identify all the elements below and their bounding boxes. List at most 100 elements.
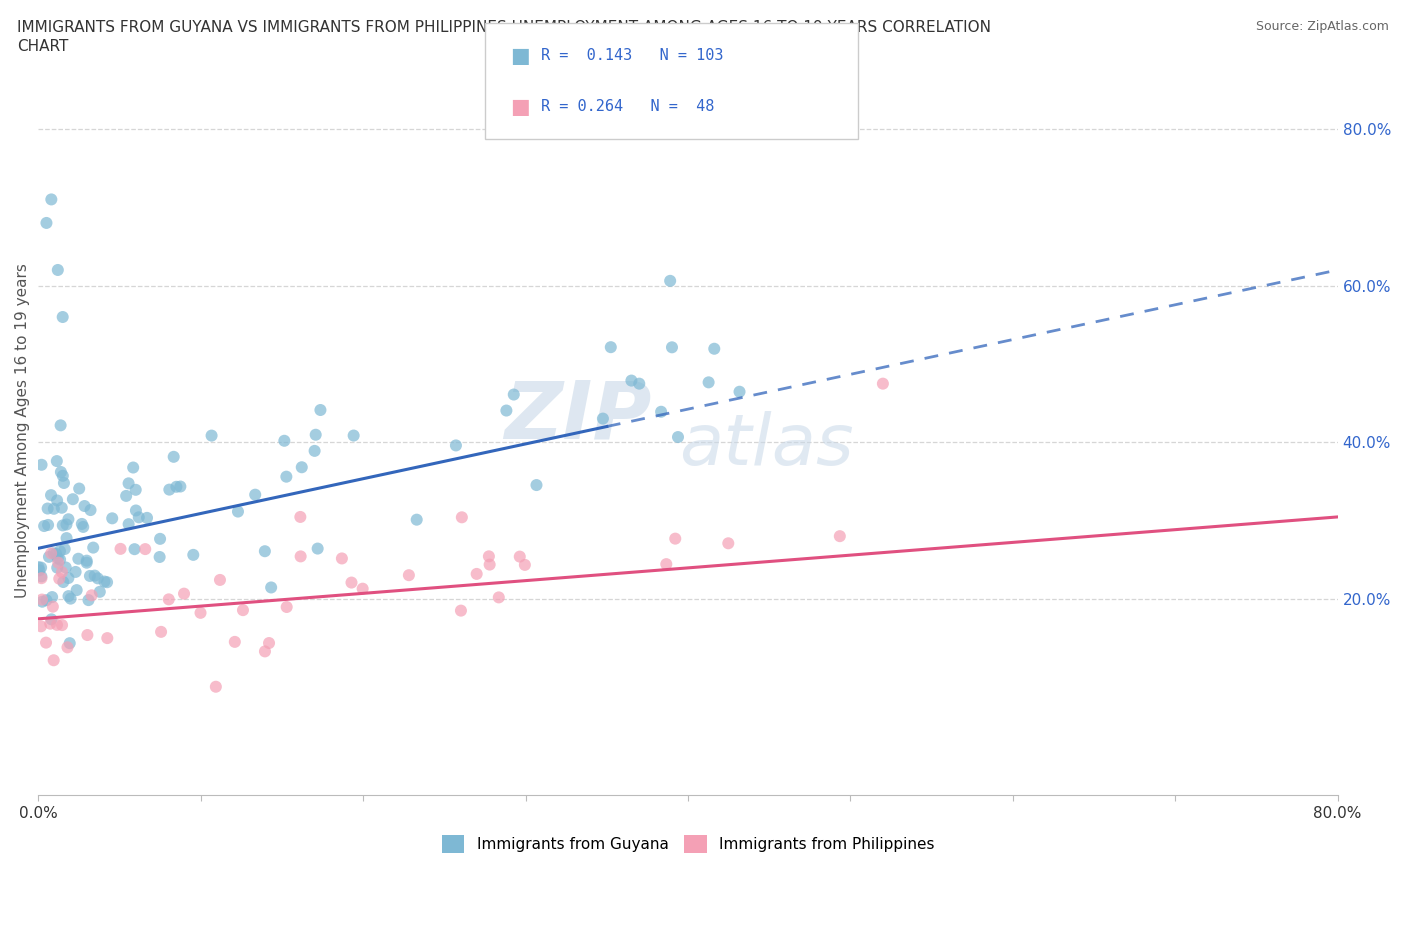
- Point: [828, 529, 851, 544]
- Text: R =  0.143   N = 103: R = 0.143 N = 103: [541, 48, 724, 63]
- Point: [478, 549, 501, 564]
- Point: [149, 531, 172, 546]
- Point: [96, 631, 118, 645]
- Point: [67, 551, 90, 566]
- Point: [117, 476, 139, 491]
- Point: [110, 541, 132, 556]
- Point: [290, 510, 312, 525]
- Point: [30, 560, 52, 575]
- Point: [38, 550, 60, 565]
- Point: [444, 438, 467, 453]
- Point: [39, 487, 62, 502]
- Point: [37, 501, 59, 516]
- Point: [666, 430, 689, 445]
- Point: [291, 459, 314, 474]
- Point: [157, 591, 180, 606]
- Point: [31, 594, 53, 609]
- Point: [101, 511, 124, 525]
- Point: [79, 502, 101, 517]
- Point: [343, 428, 366, 443]
- Text: atlas: atlas: [679, 411, 853, 480]
- Point: [125, 483, 148, 498]
- Point: [41, 590, 63, 604]
- Point: [58, 512, 80, 526]
- Point: [59, 636, 82, 651]
- Point: [35, 216, 58, 231]
- Point: [31, 458, 53, 472]
- Point: [245, 487, 267, 502]
- Point: [659, 273, 682, 288]
- Point: [253, 544, 276, 559]
- Point: [465, 566, 488, 581]
- Point: [149, 550, 172, 565]
- Point: [117, 517, 139, 532]
- Point: [37, 517, 59, 532]
- Point: [55, 531, 77, 546]
- Point: [450, 510, 472, 525]
- Point: [49, 418, 72, 432]
- Point: [77, 592, 100, 607]
- Point: [205, 679, 228, 694]
- Point: [703, 341, 725, 356]
- Point: [48, 571, 70, 586]
- Point: [27, 560, 49, 575]
- Point: [165, 479, 187, 494]
- Point: [620, 373, 643, 388]
- Point: [134, 541, 156, 556]
- Point: [181, 548, 204, 563]
- Point: [46, 493, 69, 508]
- Point: [52, 310, 75, 325]
- Point: [30, 569, 52, 584]
- Point: [42, 501, 65, 516]
- Point: [82, 540, 104, 555]
- Point: [125, 503, 148, 518]
- Point: [41, 192, 63, 206]
- Point: [46, 551, 69, 565]
- Legend: Immigrants from Guyana, Immigrants from Philippines: Immigrants from Guyana, Immigrants from …: [434, 828, 942, 860]
- Point: [599, 339, 621, 354]
- Text: ZIP: ZIP: [503, 377, 651, 455]
- Point: [526, 478, 548, 493]
- Point: [276, 470, 298, 485]
- Point: [76, 555, 98, 570]
- Point: [208, 573, 231, 588]
- Point: [28, 563, 51, 578]
- Point: [309, 403, 332, 418]
- Point: [224, 634, 246, 649]
- Point: [79, 568, 101, 583]
- Text: R = 0.264   N =  48: R = 0.264 N = 48: [541, 100, 714, 114]
- Point: [35, 635, 58, 650]
- Point: [51, 565, 73, 579]
- Point: [96, 575, 118, 590]
- Point: [232, 603, 254, 618]
- Point: [52, 469, 75, 484]
- Point: [30, 571, 52, 586]
- Point: [45, 546, 67, 561]
- Point: [73, 498, 96, 513]
- Point: [58, 589, 80, 604]
- Point: [661, 339, 683, 354]
- Text: ■: ■: [510, 97, 530, 117]
- Point: [136, 511, 159, 525]
- Point: [30, 618, 52, 633]
- Point: [697, 375, 720, 390]
- Point: [39, 546, 62, 561]
- Point: [59, 591, 82, 606]
- Point: [62, 492, 84, 507]
- Point: [495, 403, 517, 418]
- Point: [330, 551, 353, 565]
- Point: [76, 628, 98, 643]
- Point: [150, 624, 173, 639]
- Point: [304, 444, 326, 458]
- Point: [717, 536, 740, 551]
- Point: [32, 519, 55, 534]
- Point: [655, 557, 678, 572]
- Point: [45, 454, 67, 469]
- Point: [650, 405, 672, 419]
- Point: [253, 644, 276, 658]
- Point: [72, 520, 94, 535]
- Point: [169, 479, 191, 494]
- Point: [55, 517, 77, 532]
- Point: [664, 531, 686, 546]
- Point: [628, 377, 651, 392]
